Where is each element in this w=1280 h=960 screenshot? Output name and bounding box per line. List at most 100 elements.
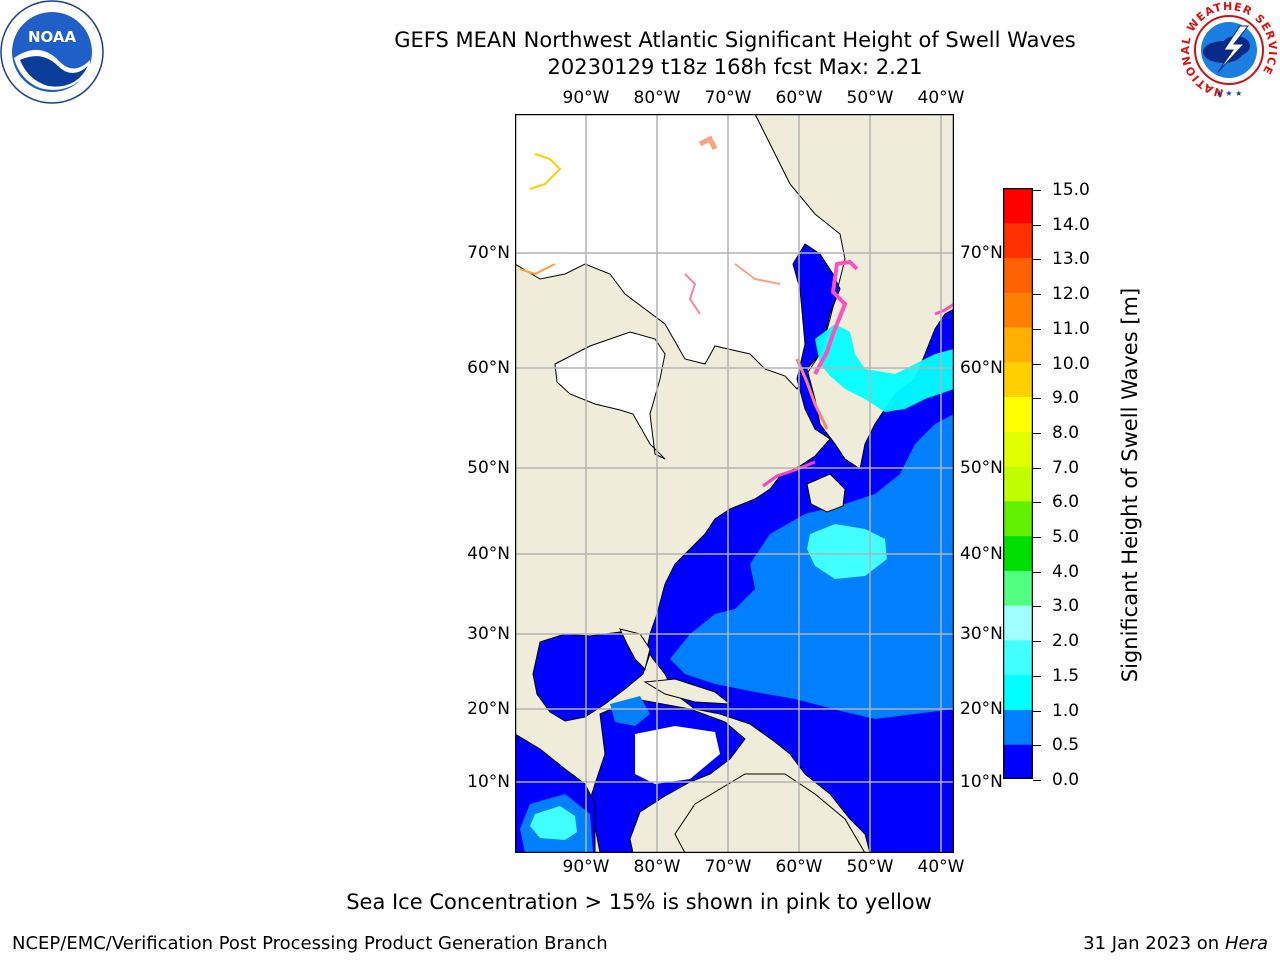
colorbar-segment: [1003, 222, 1033, 259]
colorbar-segment: [1003, 535, 1033, 571]
colorbar-segment: [1003, 257, 1033, 293]
lon-label-top-50w: 50°W: [846, 88, 894, 108]
colorbar-tick-mark: [1033, 190, 1041, 191]
colorbar-tick-label: 4.0: [1052, 561, 1080, 582]
lat-label-left-20n: 20°N: [467, 699, 510, 719]
colorbar-tick-mark: [1033, 606, 1041, 608]
map-frame: [514, 113, 955, 854]
colorbar-tick-mark: [1033, 502, 1041, 504]
lat-label-right-10n: 10°N: [960, 772, 1003, 792]
lon-label-top-80w: 80°W: [633, 88, 681, 108]
swell-region-newfoundland-south: [807, 524, 887, 579]
colorbar-tick-mark: [1033, 224, 1041, 226]
lat-label-right-70n: 70°N: [960, 243, 1003, 263]
colorbar-tick-label: 13.0: [1052, 249, 1090, 270]
colorbar-segment: [1003, 570, 1033, 606]
colorbar-tick-label: 15.0: [1052, 180, 1090, 200]
lat-label-left-70n: 70°N: [467, 243, 510, 263]
colorbar-tick-mark: [1033, 537, 1041, 539]
lat-label-left-50n: 50°N: [467, 458, 510, 478]
colorbar-tick-label: 11.0: [1052, 318, 1090, 339]
colorbar-tick-mark: [1033, 363, 1041, 365]
lat-label-left-30n: 30°N: [467, 624, 510, 644]
lon-label-top-90w: 90°W: [562, 88, 610, 108]
colorbar-tick-mark: [1033, 745, 1041, 747]
lon-label-bottom-60w: 60°W: [775, 857, 823, 877]
map-subtitle: 20230129 t18z 168h fcst Max: 2.21: [547, 55, 923, 79]
sea-ice-caption: Sea Ice Concentration > 15% is shown in …: [346, 890, 932, 914]
footer-date: 31 Jan 2023 on Hera: [1083, 933, 1268, 954]
colorbar-segment: [1003, 396, 1033, 432]
colorbar-tick-mark: [1033, 780, 1041, 781]
swell-region-pacific-cyan: [530, 806, 577, 840]
swell-region-labrador: [815, 324, 954, 412]
lon-label-bottom-80w: 80°W: [633, 857, 681, 877]
colorbar-segment: [1003, 466, 1033, 502]
colorbar-segment: [1003, 361, 1033, 398]
colorbar-segment: [1003, 292, 1033, 328]
colorbar-tick-label: 9.0: [1052, 388, 1080, 409]
colorbar-tick-mark: [1033, 398, 1041, 400]
lat-label-left-10n: 10°N: [467, 772, 510, 792]
colorbar-segment: [1003, 639, 1033, 676]
map-canvas: [514, 113, 955, 854]
noaa-logo-text: NOAA: [28, 28, 77, 46]
noaa-logo: NOAA: [0, 0, 104, 104]
lon-label-bottom-50w: 50°W: [846, 857, 894, 877]
colorbar-tick-label: 7.0: [1052, 457, 1080, 478]
lat-label-right-60n: 60°N: [960, 358, 1003, 378]
colorbar-segment: [1003, 500, 1033, 537]
lat-label-right-40n: 40°N: [960, 544, 1003, 564]
lat-label-left-60n: 60°N: [467, 358, 510, 378]
colorbar-tick-mark: [1033, 259, 1041, 261]
colorbar-tick-label: 6.0: [1052, 492, 1080, 513]
colorbar-tick-mark: [1033, 675, 1041, 677]
colorbar-tick-label: 14.0: [1052, 214, 1090, 235]
colorbar-tick-mark: [1033, 467, 1041, 469]
lat-label-left-40n: 40°N: [467, 544, 510, 564]
colorbar-segment: [1003, 431, 1033, 467]
colorbar-tick-mark: [1033, 710, 1041, 712]
lon-label-top-40w: 40°W: [917, 88, 965, 108]
colorbar-label: Significant Height of Swell Waves [m]: [1118, 287, 1142, 683]
colorbar-tick-label: 1.0: [1052, 700, 1080, 721]
lon-label-bottom-70w: 70°W: [704, 857, 752, 877]
colorbar-tick-label: 0.0: [1052, 770, 1080, 790]
colorbar-segment: [1003, 188, 1033, 224]
colorbar-tick-label: 10.0: [1052, 353, 1090, 374]
colorbar-segment: [1003, 605, 1033, 641]
map-gridlines: [515, 114, 954, 853]
colorbar-tick-label: 3.0: [1052, 596, 1080, 617]
newfoundland: [806, 473, 846, 513]
cuba: [643, 678, 732, 705]
colorbar-tick-mark: [1033, 641, 1041, 643]
colorbar-segment: [1003, 327, 1033, 363]
svg-text:★ ★ ★: ★ ★ ★: [1216, 89, 1243, 98]
map-title: GEFS MEAN Northwest Atlantic Significant…: [394, 28, 1076, 52]
arctic-ice-region: [514, 113, 846, 390]
hudson-bay-ice: [554, 331, 666, 460]
south-america-coast: [674, 773, 866, 854]
lon-label-top-60w: 60°W: [775, 88, 823, 108]
sea-ice-edge: [519, 135, 955, 488]
map-panel: [514, 113, 955, 854]
colorbar-tick-label: 2.0: [1052, 631, 1080, 652]
colorbar-segment: [1003, 674, 1033, 710]
lon-label-bottom-90w: 90°W: [562, 857, 610, 877]
colorbar-tick-mark: [1033, 294, 1041, 296]
colorbar-tick-mark: [1033, 328, 1041, 330]
colorbar-tick-label: 8.0: [1052, 422, 1080, 443]
lat-label-right-50n: 50°N: [960, 458, 1003, 478]
colorbar: [1003, 188, 1033, 779]
colorbar-tick-label: 0.5: [1052, 735, 1080, 756]
colorbar-segment: [1003, 744, 1033, 779]
colorbar-tick-label: 12.0: [1052, 284, 1090, 305]
footer-host: Hera: [1224, 933, 1268, 954]
lon-label-bottom-40w: 40°W: [917, 857, 965, 877]
colorbar-tick-label: 1.5: [1052, 665, 1080, 686]
footer-branch: NCEP/EMC/Verification Post Processing Pr…: [12, 933, 608, 954]
lon-label-top-70w: 70°W: [704, 88, 752, 108]
swell-region-mid: [670, 414, 954, 719]
colorbar-tick-mark: [1033, 432, 1041, 434]
colorbar-tick-label: 5.0: [1052, 527, 1080, 548]
